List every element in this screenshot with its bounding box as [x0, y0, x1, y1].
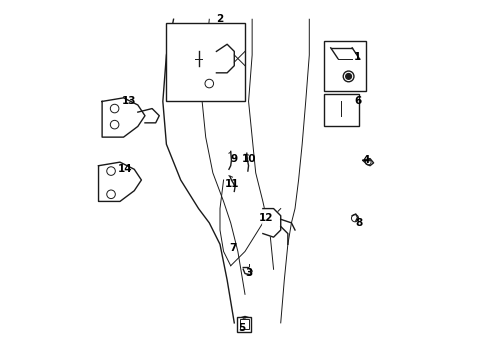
Text: 11: 11 [225, 179, 240, 189]
Polygon shape [263, 208, 281, 237]
Bar [240, 319, 249, 329]
Text: 6: 6 [354, 96, 361, 107]
Polygon shape [243, 267, 252, 275]
Text: 5: 5 [238, 323, 245, 333]
Text: 3: 3 [245, 268, 252, 278]
Text: 7: 7 [229, 243, 236, 253]
Text: 9: 9 [231, 154, 238, 163]
Text: 8: 8 [356, 218, 363, 228]
Text: 14: 14 [118, 164, 133, 174]
Bar [323, 41, 367, 91]
Text: 12: 12 [259, 212, 274, 222]
Circle shape [346, 73, 351, 79]
Text: 10: 10 [241, 154, 256, 163]
Text: 13: 13 [122, 96, 136, 107]
Bar [167, 23, 245, 102]
Bar [237, 317, 251, 332]
Bar [323, 94, 359, 126]
Text: 1: 1 [354, 52, 361, 62]
Text: 2: 2 [217, 14, 223, 24]
Polygon shape [102, 98, 145, 137]
Polygon shape [98, 162, 142, 202]
Text: 4: 4 [363, 156, 370, 165]
